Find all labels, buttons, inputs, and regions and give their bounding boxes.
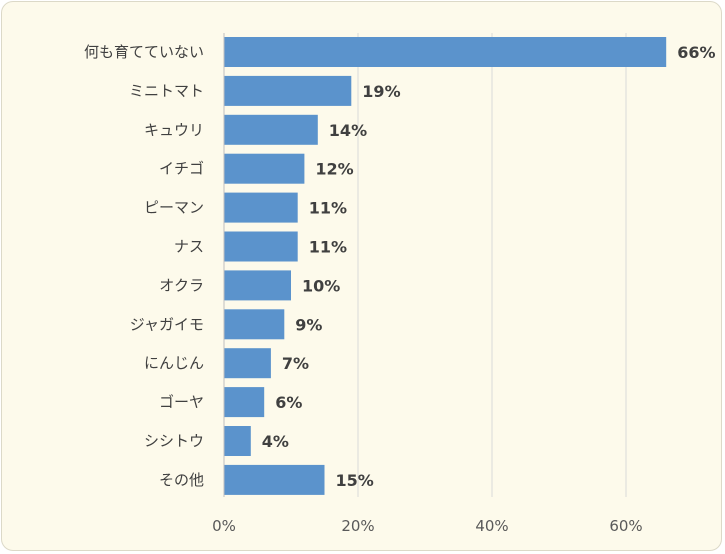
value-label: 10% [302,276,340,295]
value-label: 9% [295,315,322,334]
x-tick-label: 20% [341,517,374,535]
bar [224,37,667,67]
category-label: にんじん [144,354,204,372]
category-label: イチゴ [159,160,204,178]
bar [224,387,265,418]
value-label: 7% [282,354,309,373]
bar [224,464,325,495]
bar [224,153,305,184]
category-label: オクラ [159,276,204,294]
bar [224,348,271,379]
value-label: 11% [309,199,347,218]
category-label: ピーマン [144,199,204,217]
bar [224,309,285,340]
category-label: ゴーヤ [159,393,204,411]
bar [224,426,251,456]
value-label: 14% [329,121,367,140]
bar [224,192,298,223]
gridlines [357,33,627,497]
bar [224,114,318,145]
bar [224,270,291,301]
bars [224,37,667,495]
bar [224,75,352,106]
value-label: 6% [275,393,302,412]
value-label: 19% [362,82,400,101]
category-label: ミニトマト [129,82,204,100]
category-label: ジャガイモ [130,315,204,333]
value-label: 4% [262,432,289,451]
value-label: 11% [309,238,347,257]
x-tick-label: 0% [212,517,236,535]
value-label: 66% [677,43,715,62]
bar [224,231,298,262]
category-label: ナス [174,238,204,256]
value-label: 12% [315,160,353,179]
x-tick-label: 60% [609,517,642,535]
category-label: その他 [159,471,204,489]
category-label: 何も育てていない [84,43,204,61]
category-label: シシトウ [144,432,204,450]
value-label: 15% [336,471,374,490]
x-tick-label: 40% [475,517,508,535]
labels: 0% 20% 40% 60% 何も育てていない 66% ミニトマト 19% キュウリ 14% イチゴ… [84,43,716,535]
category-label: キュウリ [144,121,204,139]
